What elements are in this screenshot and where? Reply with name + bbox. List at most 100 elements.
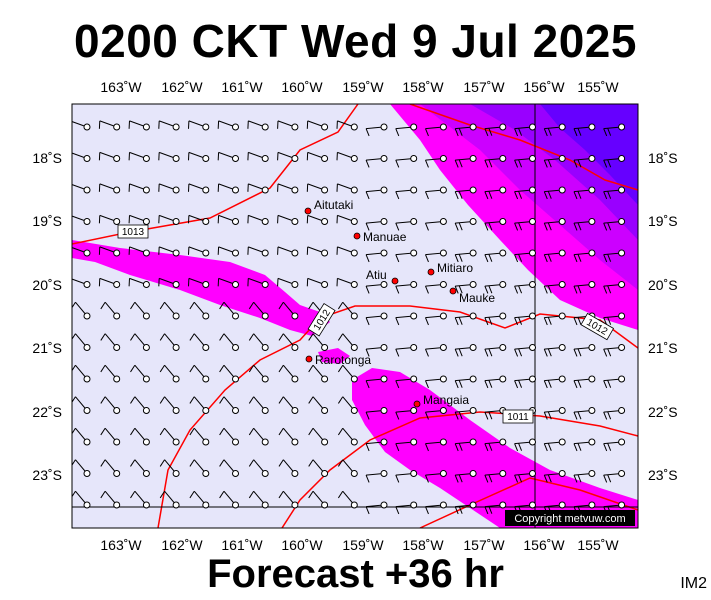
wind-barb [72,333,91,351]
wind-barb [308,364,329,383]
wind-barb [454,375,477,389]
wind-barb [247,277,269,288]
wind-barb [454,155,477,168]
wind-barb [336,183,358,194]
wind-barb [454,312,477,326]
wind-barb [128,246,150,257]
wind-barb [72,152,91,162]
lon-label: 159˚W [342,79,384,95]
wind-barb [306,214,329,225]
lon-label: 163˚W [100,79,142,95]
wind-barb [365,470,388,483]
wind-barb [219,333,239,351]
wind-barb [130,396,150,414]
wind-barb [337,364,358,383]
wind-barb [189,427,210,446]
place-label-aitutaki: Aitutaki [314,198,353,212]
wind-barb [217,277,239,288]
wind-barb [130,333,150,351]
wind-barb [158,151,180,162]
wind-barb [484,312,507,326]
wind-barb [395,438,418,452]
wind-barb [277,183,299,194]
wind-barb [187,120,210,131]
wind-barb [277,246,299,257]
wind-barb [158,277,180,288]
wind-barb [98,214,121,225]
wind-barb [543,470,566,483]
copyright-text: Copyright metvuw.com [514,513,625,525]
isobar-label: 1013 [122,227,145,238]
wind-barb [395,155,418,168]
wind-barb [248,364,269,383]
wind-barb [603,155,626,168]
wind-barb [98,151,121,162]
wind-barb [336,120,358,131]
wind-barb [158,246,180,257]
wind-barb [603,407,626,420]
wind-barb [159,396,180,414]
wind-barb [308,490,329,509]
wind-barb [187,183,210,194]
wind-barb [573,438,596,452]
wind-barb [425,249,447,263]
wind-barb [277,120,299,131]
wind-barb [72,121,91,131]
place-label-atiu: Atiu [366,268,387,282]
wind-barb [189,459,210,477]
place-label-manuae: Manuae [363,230,407,244]
lon-label: 161˚W [221,79,263,95]
wind-barb [514,438,536,452]
wind-barb [278,490,299,509]
longitude-labels-bottom: 163˚W 162˚W 161˚W 160˚W 159˚W 158˚W 157˚… [100,537,619,553]
wind-barb [395,186,418,200]
wind-barb [336,246,358,257]
wind-barb [158,120,180,131]
wind-barb [454,470,477,483]
wind-barb [484,375,507,389]
wind-barb [543,155,566,168]
wind-barb [128,120,150,131]
wind-barb [603,375,626,389]
wind-barb [454,344,477,357]
wind-barb [247,214,269,225]
wind-barb [337,333,358,351]
wind-barb [219,364,239,383]
lat-label: 19˚S [32,213,62,229]
lat-label: 22˚S [32,404,62,420]
wind-barb [72,184,91,194]
wind-barb [337,396,358,414]
wind-barb [454,407,477,420]
rain-area-rarotonga [318,348,350,364]
wind-barb [365,312,388,326]
wind-barb [100,364,121,383]
wind-barb [425,281,447,294]
rain-area-south [352,368,638,528]
wind-barb [219,301,239,320]
wind-barb [573,281,596,294]
wind-barb [425,375,447,389]
wind-barb [425,218,447,231]
wind-barb [72,301,91,320]
wind-barb [603,344,626,357]
wind-barb [573,470,596,483]
wind-barb [573,155,596,168]
wind-barb [247,246,269,257]
wind-barb [365,344,388,357]
wind-barb [187,151,210,162]
lat-label: 23˚S [32,467,62,483]
wind-barb [337,427,358,446]
wind-barb [454,249,477,263]
wind-barb [72,364,91,383]
wind-barb [278,301,299,320]
lon-label: 162˚W [161,79,203,95]
wind-barb [484,501,507,515]
wind-barb [603,218,626,231]
wind-barb [248,396,269,414]
wind-barb [425,407,447,420]
wind-barb [365,249,388,263]
wind-barb [425,155,447,168]
wind-barb [425,123,447,137]
island-dot-mangaia [413,400,421,408]
